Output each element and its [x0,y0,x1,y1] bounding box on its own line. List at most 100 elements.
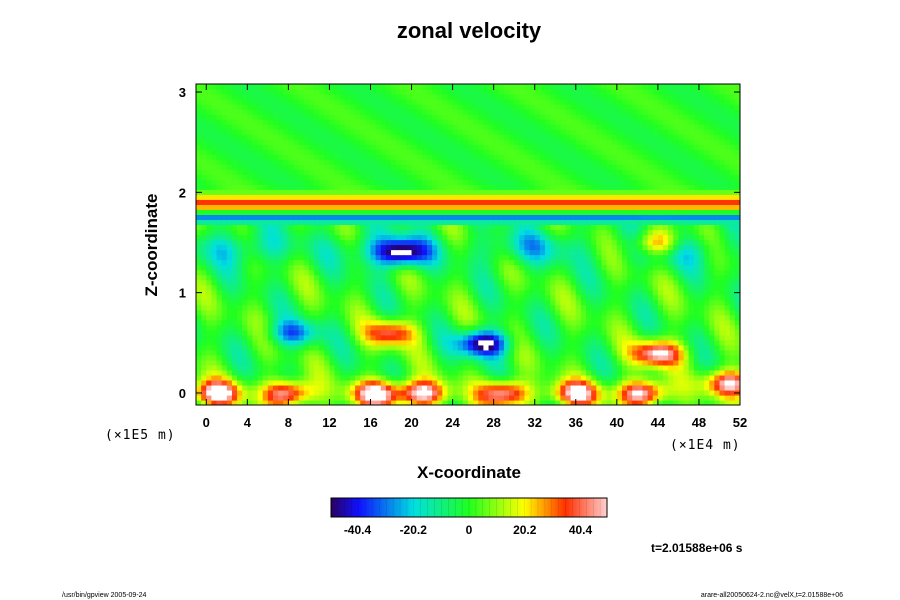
heatmap-cell [355,219,361,226]
heatmap-cell [560,279,567,286]
heatmap-cell [308,369,315,376]
heatmap-cell [632,264,638,271]
heatmap-cell [698,389,705,396]
heatmap-cell [303,194,310,200]
heatmap-cell [719,299,726,306]
heatmap-cell [478,199,484,205]
heatmap-cell [303,269,310,276]
heatmap-cell [257,239,264,246]
heatmap-cell [565,209,572,216]
heatmap-cell [601,374,608,381]
heatmap-cell [365,279,372,286]
heatmap-cell [693,344,700,351]
heatmap-cell [298,179,305,185]
heatmap-cell [586,214,592,221]
heatmap-cell [257,319,264,326]
heatmap-cell [657,184,664,190]
heatmap-cell [468,354,474,361]
heatmap-cell [524,269,531,276]
heatmap-cell [457,174,464,180]
heatmap-cell [329,264,336,271]
heatmap-cell [550,229,556,236]
heatmap-cell [283,379,289,386]
heatmap-cell [724,399,731,405]
heatmap-cell [355,294,361,301]
heatmap-cell [627,199,633,205]
heatmap-cell [365,389,372,396]
heatmap-cell [385,384,392,391]
heatmap-cell [360,214,366,221]
heatmap-cell [642,279,649,286]
heatmap-cell [226,319,233,326]
heatmap-cell [437,224,443,231]
heatmap-cell [283,309,289,316]
heatmap-cell [375,229,382,236]
heatmap-cell [319,324,325,331]
heatmap-cell [642,274,649,281]
heatmap-cell [401,259,408,266]
heatmap-cell [555,234,561,241]
heatmap-cell [652,384,659,391]
heatmap-cell [272,224,279,231]
heatmap-cell [596,299,603,306]
heatmap-cell [503,364,510,371]
heatmap-cell [478,319,484,326]
heatmap-cell [278,304,284,311]
heatmap-cell [688,349,695,356]
heatmap-cell [673,294,680,301]
heatmap-cell [483,354,490,361]
heatmap-cell [693,369,700,376]
heatmap-cell [514,314,520,321]
heatmap-cell [447,324,454,331]
heatmap-cell [211,349,218,356]
heatmap-cell [344,379,351,386]
heatmap-cell [262,359,269,366]
heatmap-cell [401,234,408,241]
heatmap-cell [319,214,325,221]
heatmap-cell [231,319,238,326]
heatmap-cell [657,169,664,175]
heatmap-cell [544,379,551,386]
heatmap-cell [391,289,397,296]
heatmap-cell [688,259,695,266]
heatmap-cell [421,194,428,200]
heatmap-cell [647,329,654,336]
heatmap-cell [591,374,597,381]
heatmap-cell [709,324,715,331]
heatmap-cell [396,339,402,346]
heatmap-cell [519,314,526,321]
heatmap-cell [355,359,361,366]
heatmap-cell [524,209,531,216]
heatmap-cell [293,174,300,180]
heatmap-cell [303,379,310,386]
heatmap-cell [478,384,484,391]
heatmap-cell [252,394,259,401]
heatmap-cell [621,289,628,296]
heatmap-cell [550,279,556,286]
heatmap-cell [257,174,264,180]
heatmap-cell [355,349,361,356]
heatmap-cell [303,259,310,266]
heatmap-cell [498,374,505,381]
heatmap-cell [196,309,202,316]
heatmap-cell [211,229,218,236]
heatmap-cell [360,354,366,361]
heatmap-cell [719,319,726,326]
heatmap-cell [570,274,577,281]
heatmap-cell [498,194,505,200]
heatmap-cell [493,279,500,286]
heatmap-cell [196,299,202,306]
heatmap-cell [709,294,715,301]
heatmap-cell [693,194,700,200]
heatmap-cell [462,249,469,256]
heatmap-cell [247,219,254,226]
heatmap-cell [303,274,310,281]
heatmap-cell [544,179,551,185]
heatmap-cell [519,264,526,271]
heatmap-cell [621,284,628,291]
heatmap-cell [529,269,536,276]
heatmap-cell [262,229,269,236]
heatmap-cell [385,394,392,401]
heatmap-cell [698,374,705,381]
heatmap-cell [421,304,428,311]
